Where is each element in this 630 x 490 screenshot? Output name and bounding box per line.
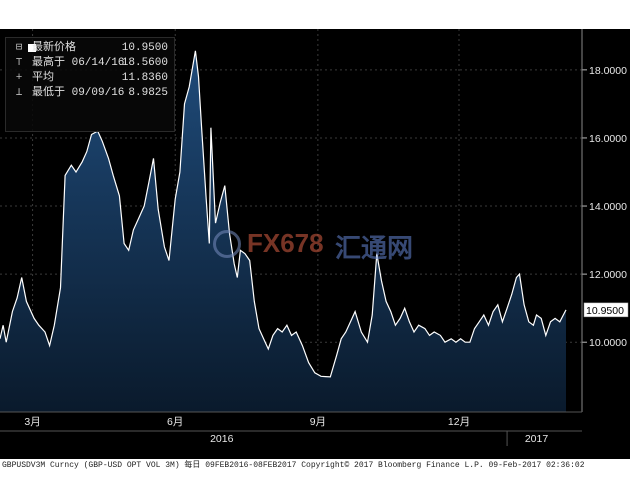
legend-row-high: ⊤ 最高于 06/14/16 18.5600: [10, 56, 170, 71]
footer-source-line: GBPUSDV3M Curncy (GBP-USD OPT VOL 3M) 每日…: [2, 461, 585, 470]
x-tick-label: 9月: [310, 416, 326, 428]
legend-label: 最新价格: [32, 42, 76, 54]
legend-label: 最低于 09/09/16: [32, 87, 125, 99]
low-marker-icon: ⊥: [15, 87, 23, 99]
legend-panel: ⊟ 最新价格 10.9500 ⊤ 最高于 06/14/16 18.5600 + …: [5, 37, 175, 132]
high-marker-icon: ⊤: [15, 57, 23, 69]
legend-label: 平均: [32, 72, 54, 84]
x-tick-label: 12月: [448, 416, 470, 428]
last-price-label: 10.9500: [586, 305, 624, 317]
chart-panel: 10.0000 12.0000 14.0000 16.0000 18.0000 3月 6月 9…: [0, 29, 630, 459]
series-line: [0, 50, 567, 378]
series-swatch: [28, 44, 36, 52]
watermark-logo-icon: [213, 230, 241, 258]
y-tick-label: 16.0000: [589, 133, 627, 145]
collapse-icon[interactable]: ⊟: [15, 42, 23, 54]
series-area-fill: [0, 50, 566, 413]
y-tick-label: 14.0000: [589, 201, 627, 213]
year-label: 2017: [525, 433, 549, 445]
watermark-text-a: FX678: [247, 228, 324, 258]
legend-label: 最高于 06/14/16: [32, 57, 125, 69]
legend-row-average: + 平均 11.8360: [10, 71, 170, 86]
y-tick-label: 10.0000: [589, 337, 627, 349]
watermark-text-b: 汇通网: [335, 233, 414, 263]
legend-value: 11.8360: [121, 72, 168, 84]
x-tick-label: 3月: [24, 416, 40, 428]
legend-row-last-price: ⊟ 最新价格 10.9500: [10, 41, 170, 56]
y-tick-label: 18.0000: [589, 65, 627, 77]
price-chart: 10.0000 12.0000 14.0000 16.0000 18.0000 3月 6月 9…: [0, 29, 629, 446]
legend-value: 10.9500: [121, 42, 168, 54]
legend-row-low: ⊥ 最低于 09/09/16 8.9825: [10, 86, 170, 101]
legend-value: 18.5600: [121, 57, 168, 69]
last-price-box: [583, 302, 629, 318]
average-marker-icon: +: [15, 72, 23, 84]
x-tick-label: 6月: [167, 416, 183, 428]
watermark: FX678 汇通网: [213, 228, 423, 263]
legend-value: 8.9825: [128, 87, 168, 99]
year-label: 2016: [210, 433, 234, 445]
y-tick-label: 12.0000: [589, 269, 627, 281]
